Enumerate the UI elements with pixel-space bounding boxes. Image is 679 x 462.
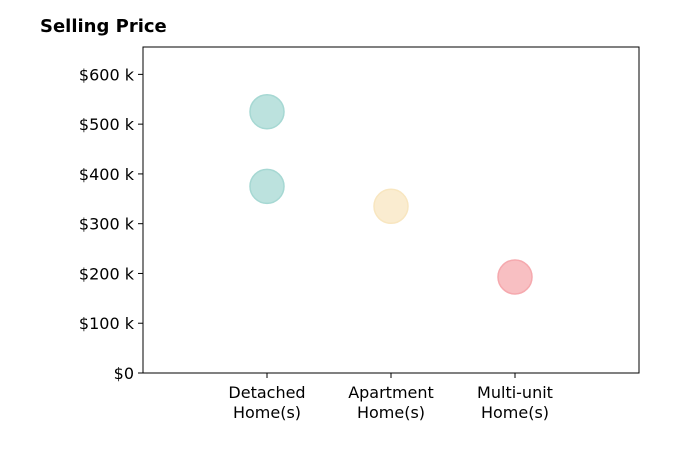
x-tick-label: Multi-unit bbox=[477, 383, 553, 402]
y-axis: $0 $100 k $200 k $300 k $400 k $500 k $600 k bbox=[79, 65, 143, 383]
data-points bbox=[249, 93, 533, 295]
x-tick-label: Home(s) bbox=[481, 403, 549, 422]
y-tick-label: $200 k bbox=[79, 264, 135, 283]
y-tick-label: $400 k bbox=[79, 165, 135, 184]
data-point bbox=[249, 93, 285, 130]
data-point bbox=[497, 259, 533, 295]
data-point bbox=[373, 188, 409, 225]
y-tick-label: $300 k bbox=[79, 215, 135, 234]
x-axis: DetachedHome(s)ApartmentHome(s)Multi-uni… bbox=[228, 373, 553, 422]
x-tick-label: Apartment bbox=[348, 383, 434, 402]
x-tick-label: Home(s) bbox=[357, 403, 425, 422]
data-point bbox=[249, 168, 285, 205]
x-tick-label: Detached bbox=[228, 383, 305, 402]
x-tick-label: Home(s) bbox=[233, 403, 301, 422]
y-tick-label: $100 k bbox=[79, 314, 135, 333]
y-tick-label: $500 k bbox=[79, 115, 135, 134]
y-tick-label: $600 k bbox=[79, 65, 135, 84]
y-tick-label: $0 bbox=[114, 364, 134, 383]
chart-title: Selling Price bbox=[40, 16, 167, 37]
